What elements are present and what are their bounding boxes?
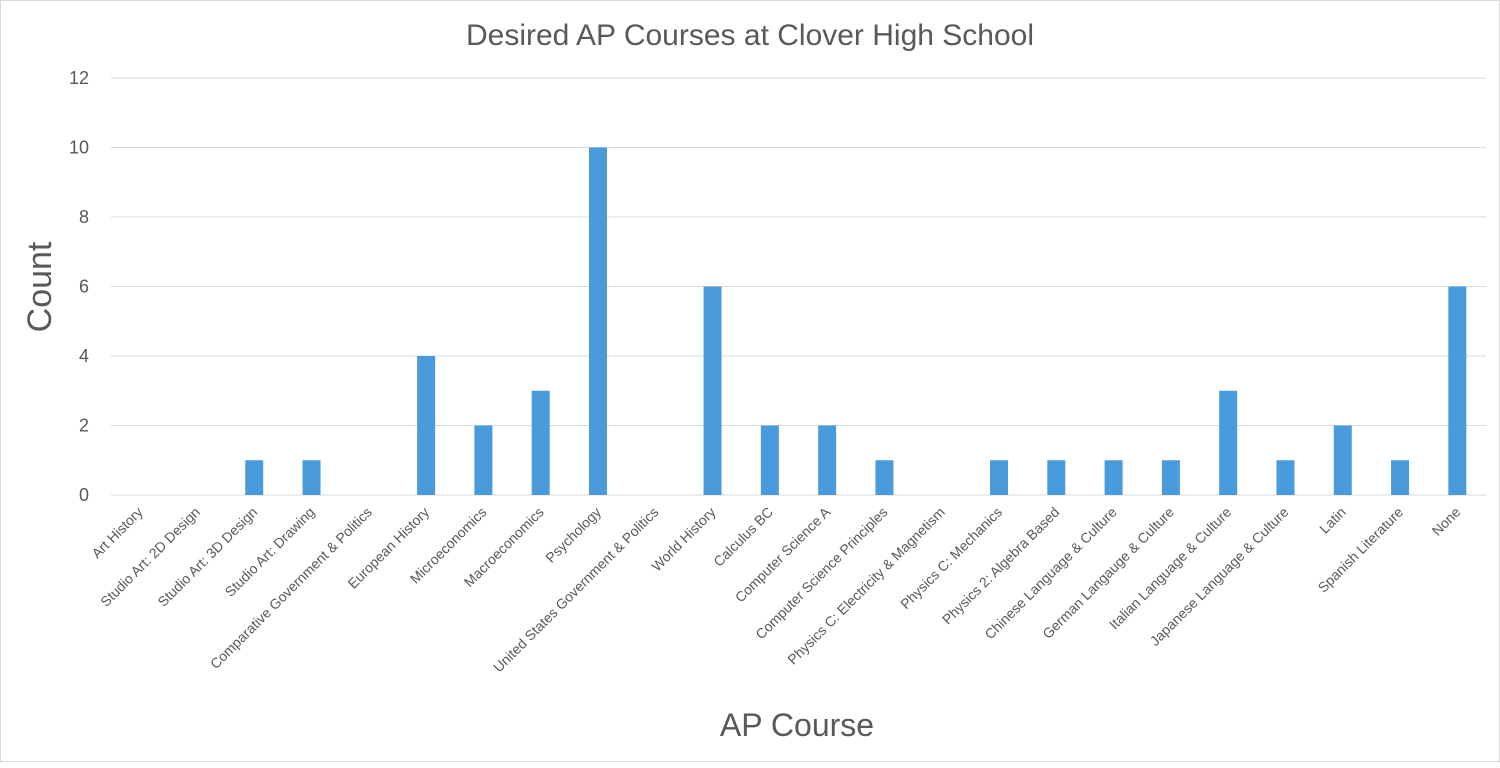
x-tick-label: Studio Art: 3D Design (154, 504, 260, 610)
y-tick-label: 0 (79, 485, 89, 505)
bar (760, 425, 779, 495)
x-tick-label: Art History (88, 504, 146, 562)
bar (588, 147, 607, 495)
x-tick-label: Physics C: Mechanics (897, 504, 1005, 612)
x-tick-label: Studio Art: 2D Design (97, 504, 203, 610)
x-tick-label: Physics 2: Algebra Based (939, 504, 1063, 628)
bar (1333, 425, 1352, 495)
bar (474, 425, 493, 495)
bar (417, 356, 436, 495)
x-tick-label: Latin (1316, 504, 1349, 537)
y-tick-label: 6 (79, 277, 89, 297)
y-tick-label: 12 (69, 68, 89, 88)
bar (1047, 460, 1066, 495)
y-tick-label: 8 (79, 207, 89, 227)
x-tick-label: Computer Science A (732, 503, 834, 605)
x-tick-label: Psychology (542, 504, 604, 566)
bar (531, 390, 550, 495)
y-tick-label: 10 (69, 138, 89, 158)
bar (302, 460, 321, 495)
y-axis-title: Count (21, 241, 59, 332)
chart-title: Desired AP Courses at Clover High School (466, 19, 1034, 52)
bar (1219, 390, 1238, 495)
bar (818, 425, 837, 495)
x-tick-label: None (1428, 504, 1463, 539)
bars (245, 147, 1467, 495)
bar (1161, 460, 1180, 495)
bar (703, 286, 722, 495)
bar (1104, 460, 1123, 495)
x-axis-title: AP Course (720, 707, 874, 743)
bar (990, 460, 1009, 495)
y-tick-label: 2 (79, 416, 89, 436)
bar (1276, 460, 1295, 495)
y-axis-ticks: 0 2 4 6 8 10 12 (69, 68, 89, 505)
gridlines (111, 77, 1486, 496)
bar (875, 460, 894, 495)
bar (1391, 460, 1410, 495)
y-tick-label: 4 (79, 346, 89, 366)
bar (1448, 286, 1467, 495)
bar (245, 460, 264, 495)
